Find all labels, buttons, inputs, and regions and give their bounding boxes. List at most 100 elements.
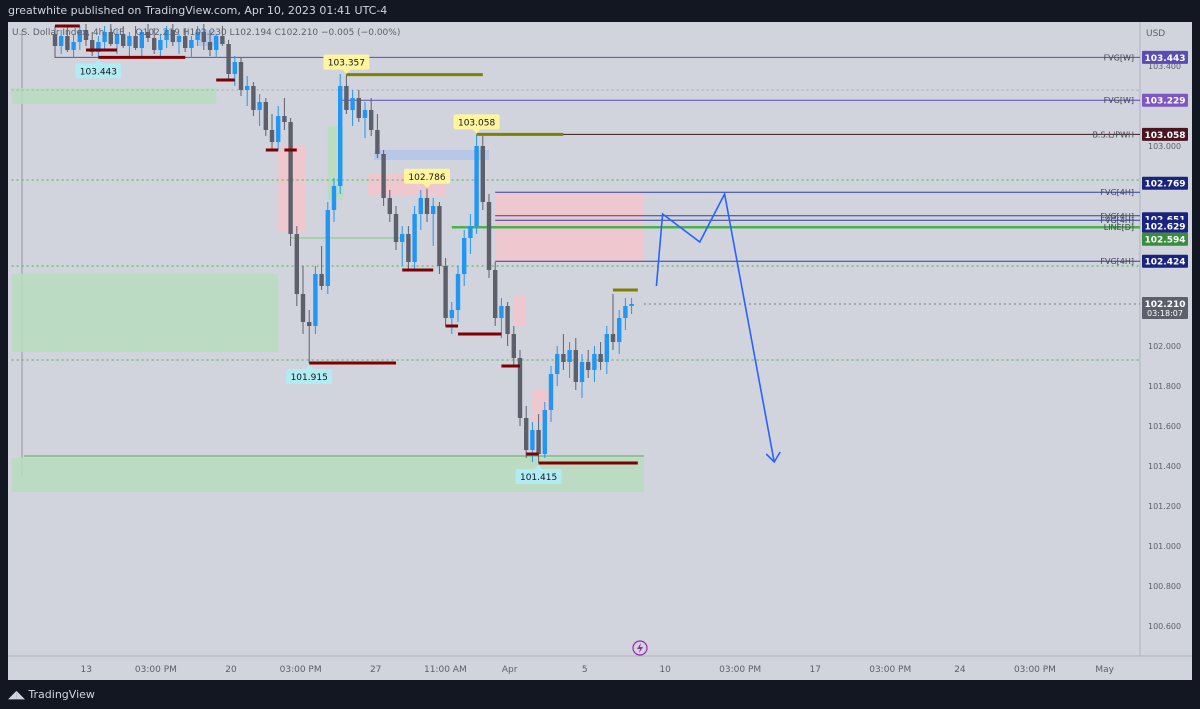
candle-body-58 <box>412 214 417 262</box>
level-badge-7 <box>1142 254 1188 268</box>
candle-body-18 <box>164 30 169 40</box>
candle-body-13 <box>133 36 138 48</box>
candle-body-70 <box>486 202 492 270</box>
level-label-3: FVG[4H] <box>1100 188 1134 197</box>
time-axis[interactable]: 13 03:00 PM 20 03:00 PM 27 11:00 AM Apr 5 10 03:0… <box>81 665 1115 675</box>
candle-body-59 <box>418 198 423 214</box>
callout-box-4 <box>286 369 333 384</box>
candle-body-80 <box>548 374 554 410</box>
time-tick-1: 03:00 PM <box>135 665 177 675</box>
candle-body-7 <box>96 42 101 52</box>
callout-box-3 <box>453 114 500 130</box>
candle-body-40 <box>300 294 306 322</box>
candle-body-10 <box>114 34 120 44</box>
pink-zone-4 <box>532 390 551 422</box>
price-axis[interactable]: 100.600 100.800 101.000 101.200 101.400 101.6… <box>1142 62 1188 631</box>
level-badge-text-2: 103.058 <box>1145 131 1186 141</box>
candle-body-9 <box>108 32 113 44</box>
candle-body-68 <box>474 146 479 226</box>
candle-body-37 <box>282 116 287 122</box>
pink-zone-3 <box>513 296 527 326</box>
callout-box-2 <box>404 168 450 184</box>
callout-text-4: 101.915 <box>291 373 328 383</box>
candle-body-26 <box>214 36 219 50</box>
level-label-5: FVG[4H] <box>1100 216 1134 225</box>
candle-body-83 <box>567 350 572 362</box>
candle-body-21 <box>183 36 188 48</box>
callout-tip-0 <box>94 59 103 64</box>
candle-body-39 <box>294 234 299 294</box>
candle-body-57 <box>406 234 411 262</box>
candle-body-14 <box>139 32 144 48</box>
price-tick-9: 103.400 <box>1148 62 1181 71</box>
current-price-text: 102.210 <box>1145 300 1186 310</box>
price-tick-1: 100.800 <box>1148 582 1181 591</box>
price-tick-5: 101.600 <box>1148 422 1181 431</box>
candle-body-4 <box>77 30 82 42</box>
candle-body-69 <box>480 146 485 202</box>
candle-body-46 <box>338 86 343 186</box>
time-tick-4: 27 <box>370 665 381 675</box>
candle-body-50 <box>362 110 368 118</box>
green-zone-mid <box>11 274 279 352</box>
candle-body-43 <box>319 274 324 286</box>
level-badge-3 <box>1142 176 1188 190</box>
price-tick-8: 103.000 <box>1148 142 1181 151</box>
level-badge-text-0: 103.443 <box>1145 54 1186 64</box>
candle-body-77 <box>530 430 535 450</box>
candle-body-44 <box>325 210 330 286</box>
time-tick-5: 11:00 AM <box>424 665 467 675</box>
candle-body-47 <box>344 86 349 110</box>
candle-body-11 <box>121 34 126 46</box>
candle-body-38 <box>288 122 293 234</box>
candle-body-27 <box>220 36 225 44</box>
time-tick-13: 03:00 PM <box>1014 665 1056 675</box>
candle-body-64 <box>449 310 454 318</box>
candle-body-34 <box>263 102 268 130</box>
candle-body-15 <box>145 32 151 38</box>
time-tick-9: 03:00 PM <box>719 665 761 675</box>
candle-body-17 <box>158 40 163 50</box>
level-label-2: B.S.L/PWH <box>1092 130 1134 139</box>
level-badge-5 <box>1142 219 1188 233</box>
candle-body-55 <box>393 214 399 242</box>
tv-logo-icon: ◢◣ <box>8 688 29 701</box>
candle-body-79 <box>542 410 547 454</box>
symbol-label: U.S. Dollar Index, 4h, ICE O102.219 H102… <box>12 28 400 38</box>
blue-zone-mid <box>374 150 489 160</box>
candle-body-75 <box>517 358 523 418</box>
projection-arrowhead <box>765 451 781 464</box>
level-badge-2 <box>1142 127 1188 141</box>
time-tick-6: Apr <box>502 665 518 675</box>
candle-body-32 <box>251 86 256 110</box>
candles-layer <box>52 24 634 463</box>
callout-text-0: 103.443 <box>80 67 117 77</box>
candle-body-88 <box>598 354 603 362</box>
tradingview-logo[interactable]: ◢◣ TradingView <box>8 688 95 701</box>
candle-body-8 <box>102 32 107 42</box>
levels-layer: FVG[W] 103.443 FVG[W] 103.229 B.S.L/PWH 103.0… <box>55 50 1188 268</box>
callout-text-2: 102.786 <box>408 173 445 183</box>
time-tick-3: 03:00 PM <box>280 665 322 675</box>
candle-body-1 <box>59 36 64 46</box>
level-badge-6 <box>1142 232 1188 246</box>
candle-body-74 <box>511 334 516 358</box>
candle-body-48 <box>350 98 355 110</box>
candle-body-20 <box>176 36 182 42</box>
level-label-7: FVG[4H] <box>1100 257 1134 266</box>
ohlc-values: O102.219 H102.230 L102.194 C102.210 −0.0… <box>136 28 401 38</box>
level-label-1: FVG[W] <box>1104 96 1134 105</box>
lightning-icon[interactable] <box>632 640 648 656</box>
time-tick-11: 03:00 PM <box>869 665 911 675</box>
candle-body-86 <box>586 362 591 370</box>
candle-body-93 <box>629 304 634 306</box>
time-tick-0: 13 <box>81 665 92 675</box>
callouts-layer: 103.443 103.357 102.786 103.058 101.915 101.4… <box>75 54 562 484</box>
candle-body-91 <box>617 318 622 342</box>
candle-body-2 <box>65 36 70 50</box>
publisher-line: greatwhite published on TradingView.com,… <box>8 4 388 17</box>
publisher-bar: greatwhite published on TradingView.com,… <box>0 0 1200 22</box>
chart-area[interactable]: FVG[W] 103.443 FVG[W] 103.229 B.S.L/PWH 103.0… <box>0 0 1200 680</box>
price-tick-0: 100.600 <box>1148 622 1181 631</box>
candle-body-28 <box>226 44 231 74</box>
